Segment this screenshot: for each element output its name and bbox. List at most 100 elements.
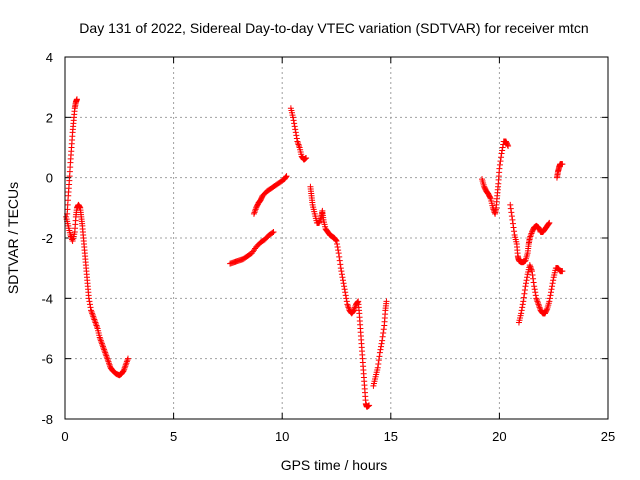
data-point	[548, 286, 555, 293]
data-point	[292, 126, 299, 133]
y-tick-label: -8	[41, 412, 53, 427]
data-point	[343, 298, 350, 305]
data-point	[340, 277, 347, 284]
data-point	[379, 337, 386, 344]
y-tick-label: -6	[41, 352, 53, 367]
data-point	[508, 209, 515, 216]
data-point	[377, 346, 384, 353]
x-tick-label: 10	[275, 429, 289, 444]
data-point	[290, 114, 297, 121]
data-point	[523, 280, 530, 287]
data-point	[523, 277, 530, 284]
data-point	[283, 173, 290, 180]
data-point	[338, 271, 345, 278]
x-tick-label: 15	[384, 429, 398, 444]
data-point	[524, 274, 531, 281]
data-point	[499, 144, 506, 151]
data-point	[498, 150, 505, 157]
data-point	[378, 343, 385, 350]
data-point	[366, 402, 373, 409]
data-point	[520, 298, 527, 305]
data-point	[522, 283, 529, 290]
data-point	[511, 228, 518, 235]
y-tick-label: 4	[46, 50, 53, 65]
y-tick-label: -2	[41, 231, 53, 246]
data-point	[332, 237, 339, 244]
data-point	[336, 257, 343, 264]
data-point	[334, 244, 341, 251]
data-point	[550, 277, 557, 284]
data-points	[63, 96, 566, 410]
data-point	[333, 238, 340, 245]
data-point	[380, 330, 387, 337]
data-point	[376, 349, 383, 356]
data-point	[509, 216, 516, 223]
x-axis-title: GPS time / hours	[281, 457, 388, 473]
data-point	[375, 360, 382, 367]
data-point	[507, 205, 514, 212]
data-point	[518, 307, 525, 314]
data-point	[487, 194, 494, 201]
data-point	[376, 353, 383, 360]
data-point	[341, 286, 348, 293]
data-point	[546, 219, 553, 226]
data-point	[532, 292, 539, 299]
data-point	[86, 301, 93, 308]
y-tick-label: -4	[41, 291, 53, 306]
data-point	[546, 298, 553, 305]
data-point	[340, 280, 347, 287]
data-point	[547, 292, 554, 299]
y-tick-label: 2	[46, 110, 53, 125]
data-point	[549, 283, 556, 290]
x-tick-label: 20	[492, 429, 506, 444]
data-point	[292, 129, 299, 136]
data-point	[341, 283, 348, 290]
data-point	[86, 298, 93, 305]
data-point	[269, 229, 276, 236]
data-point	[496, 161, 503, 168]
data-point	[379, 333, 386, 340]
data-point	[529, 271, 536, 278]
data-point	[85, 295, 92, 302]
data-point	[335, 250, 342, 257]
x-tick-label: 5	[170, 429, 177, 444]
data-point	[519, 301, 526, 308]
data-point	[338, 268, 345, 275]
data-point	[507, 201, 514, 208]
data-point	[498, 154, 505, 161]
data-point	[295, 141, 302, 148]
data-point	[337, 265, 344, 272]
data-point	[291, 123, 298, 130]
data-point	[521, 287, 528, 294]
data-point	[510, 224, 517, 231]
x-tick-label: 25	[601, 429, 615, 444]
data-point	[508, 213, 515, 220]
data-point	[528, 268, 535, 275]
data-point	[546, 295, 553, 302]
data-point	[124, 355, 131, 362]
data-point	[374, 364, 381, 371]
y-tick-label: 0	[46, 171, 53, 186]
data-point	[532, 289, 539, 296]
data-point	[283, 173, 290, 180]
data-point	[531, 286, 538, 293]
data-point	[270, 228, 277, 235]
data-point	[342, 292, 349, 299]
data-point	[343, 295, 350, 302]
data-point	[505, 142, 512, 149]
data-point	[303, 155, 310, 162]
data-point	[335, 247, 342, 254]
data-point	[509, 220, 516, 227]
data-point	[520, 294, 527, 301]
data-point	[530, 279, 537, 286]
data-point	[291, 120, 298, 127]
plot-frame	[64, 56, 609, 420]
data-point	[293, 135, 300, 142]
data-point	[342, 289, 349, 296]
data-point	[519, 304, 526, 311]
data-point	[339, 274, 346, 281]
grid	[65, 57, 608, 419]
data-point	[531, 283, 538, 290]
data-point	[375, 357, 382, 364]
